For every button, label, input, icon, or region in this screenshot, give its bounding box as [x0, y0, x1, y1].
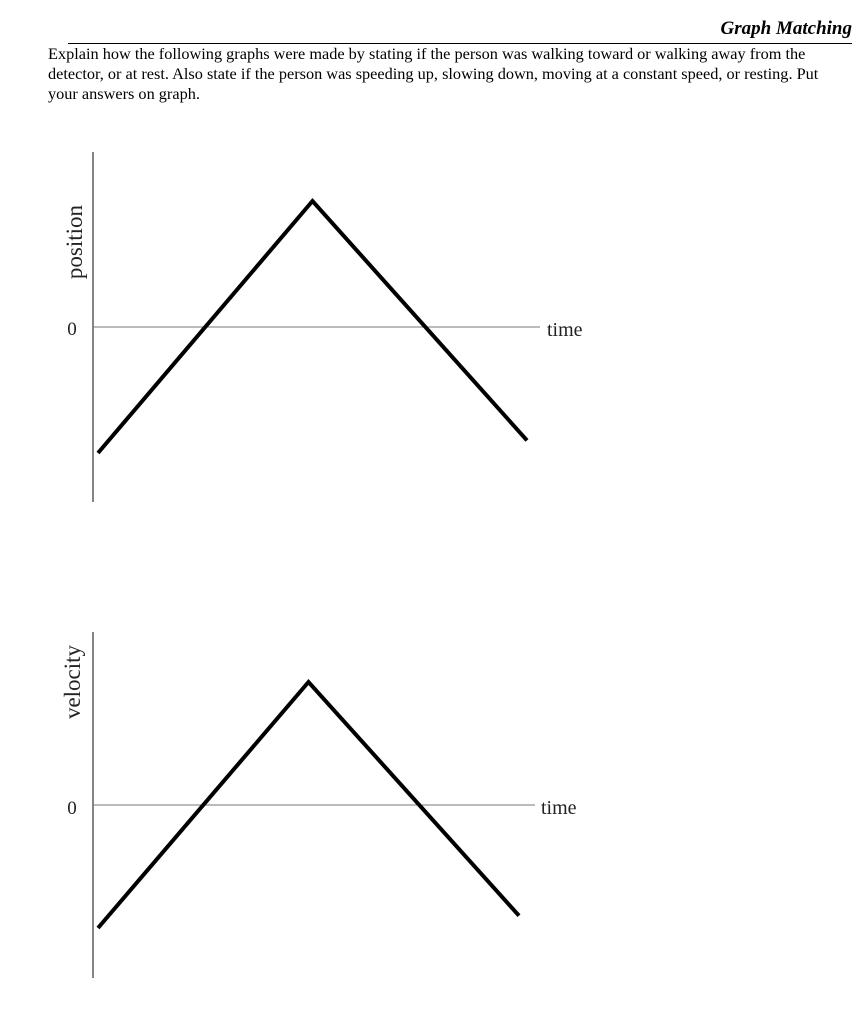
position-time-label: time	[547, 319, 583, 341]
page-title: Graph Matching	[720, 18, 852, 39]
velocity-axis-label: velocity	[60, 644, 85, 719]
velocity-plot-line	[96, 678, 521, 930]
position-zero-label: 0	[67, 319, 77, 340]
velocity-time-label: time	[541, 797, 577, 819]
velocity-zero-label: 0	[67, 798, 77, 819]
header-rule	[68, 43, 852, 44]
velocity-graph-svg: velocity 0 time	[60, 632, 577, 978]
position-axis-label: position	[62, 204, 87, 279]
position-graph: position 0 time	[0, 150, 854, 510]
instructions-text: Explain how the following graphs were ma…	[48, 44, 819, 103]
position-plot-line	[96, 197, 529, 455]
position-graph-svg: position 0 time	[62, 152, 583, 502]
velocity-graph: velocity 0 time	[0, 630, 854, 990]
